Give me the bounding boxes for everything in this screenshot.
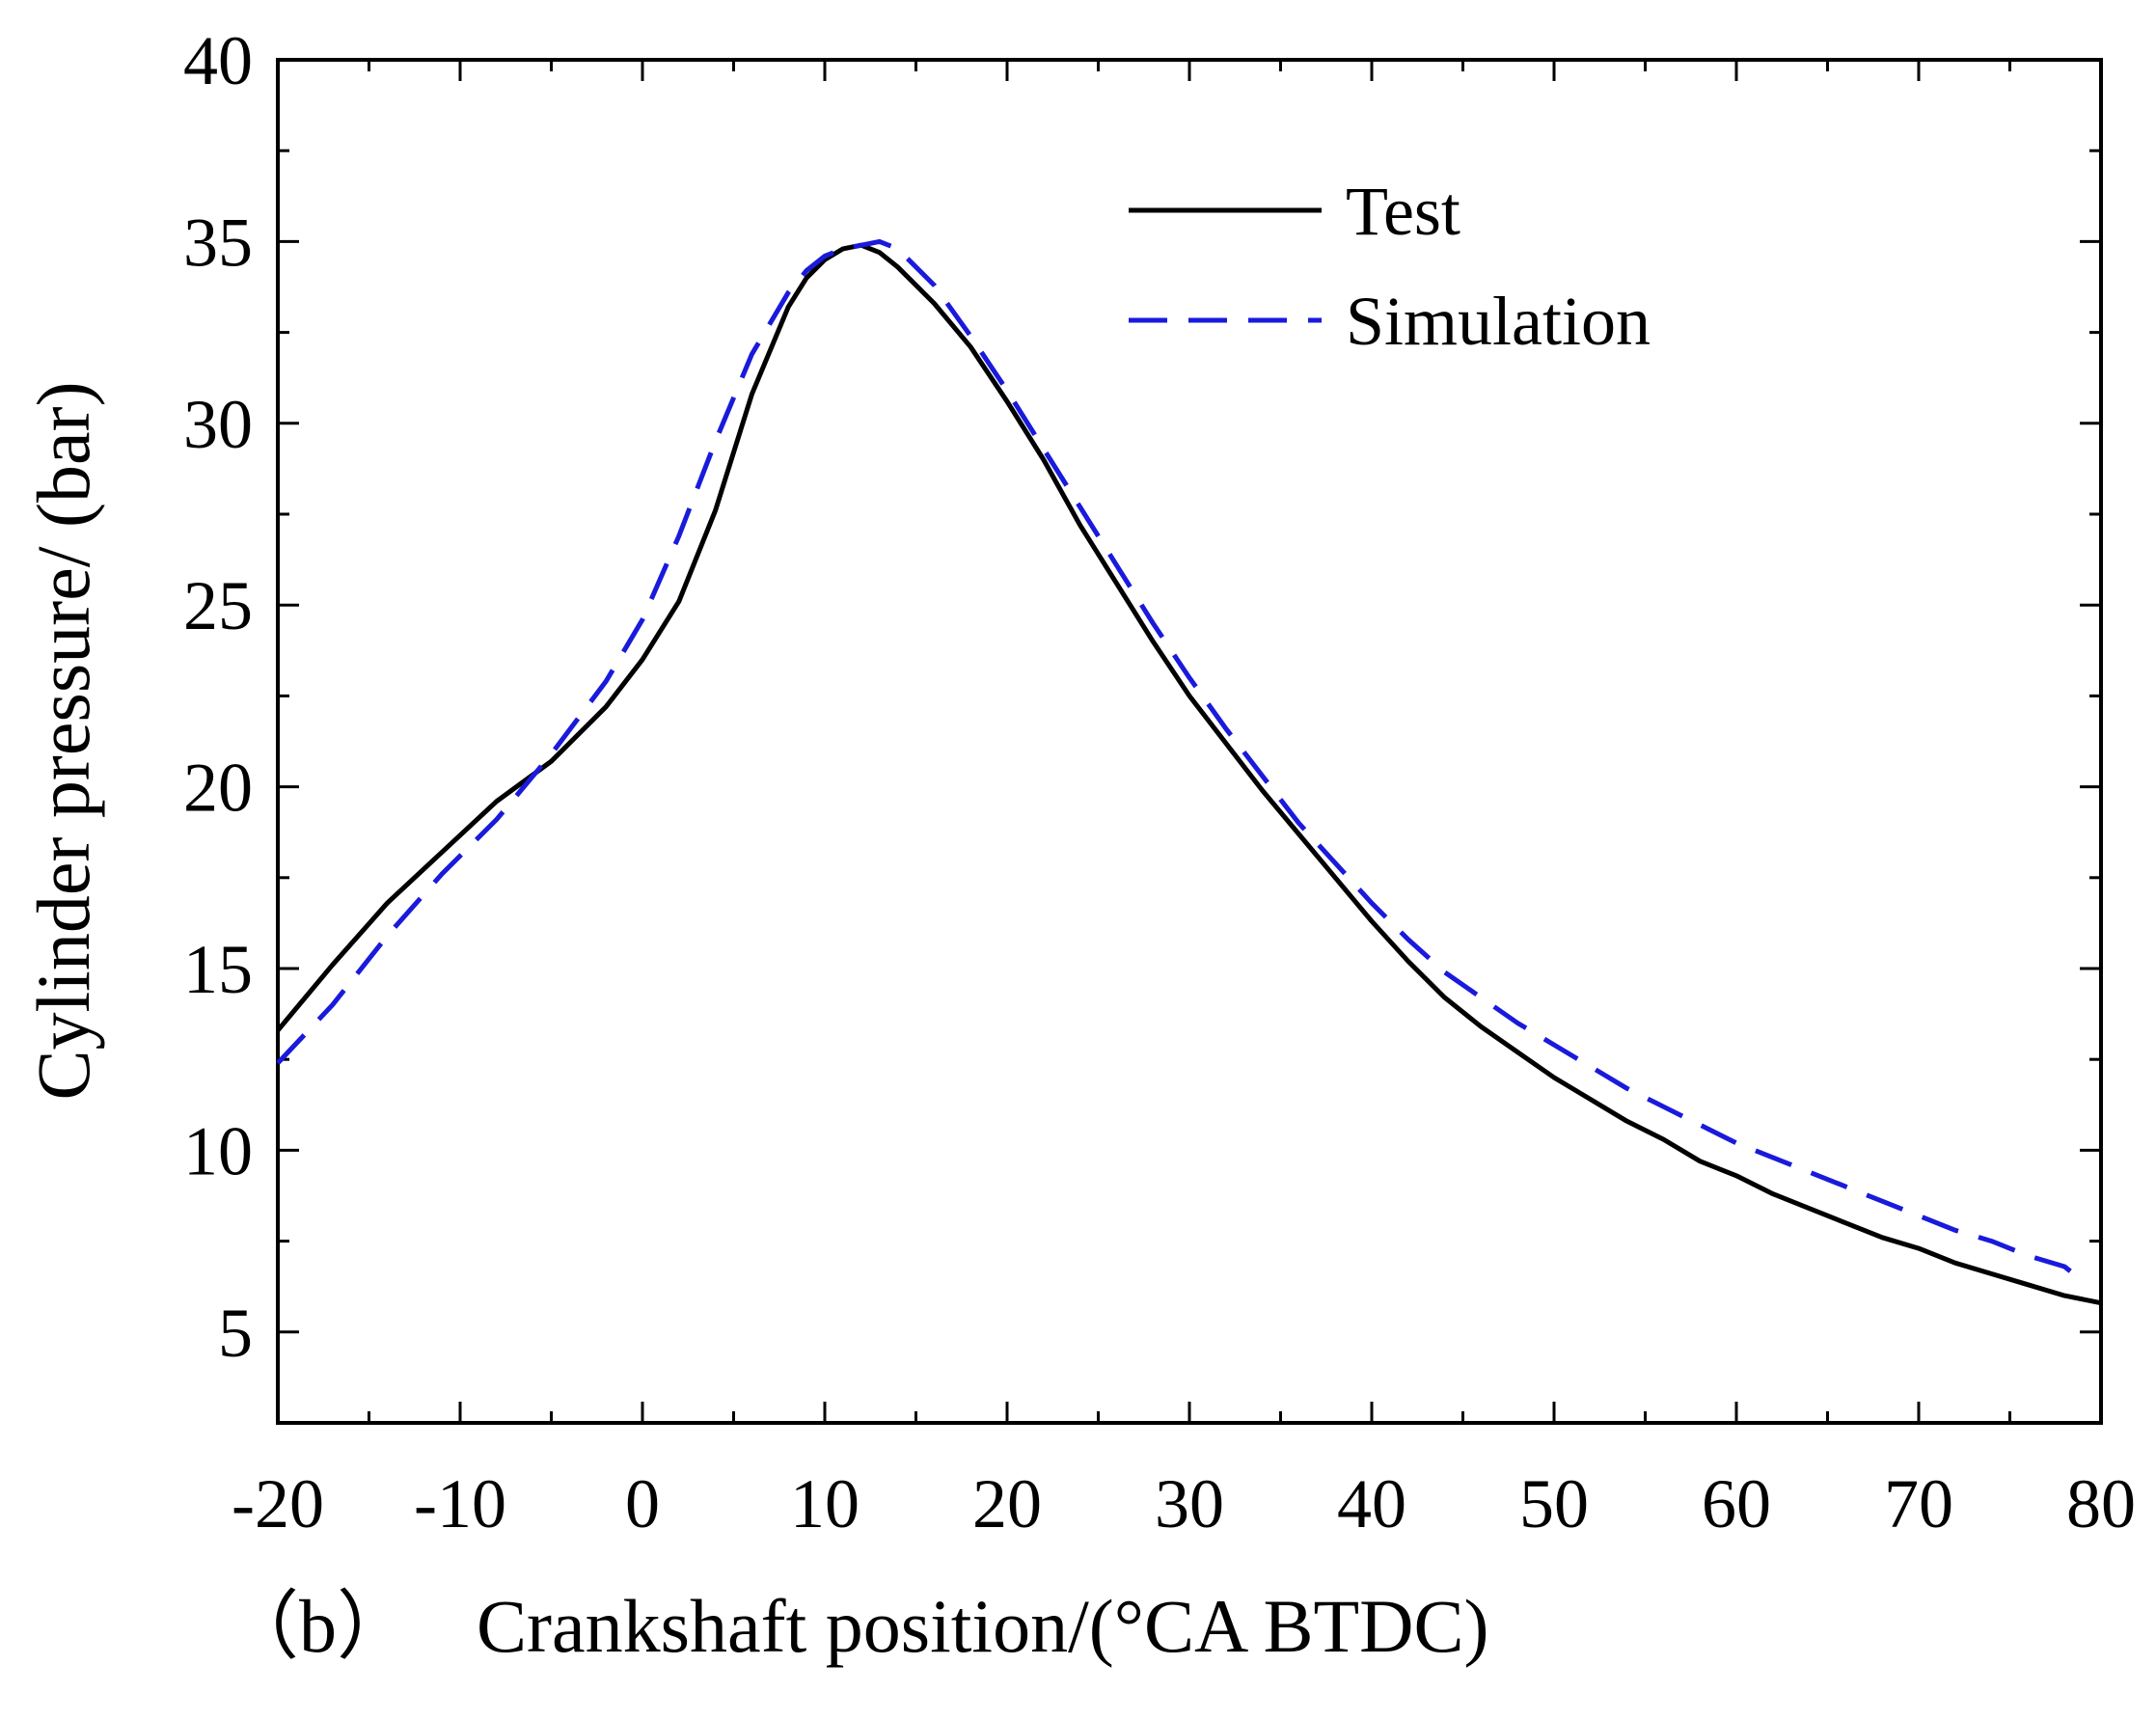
x-tick-label: 20 xyxy=(972,1465,1042,1543)
y-tick-label: 25 xyxy=(183,567,253,644)
y-tick-label: 30 xyxy=(183,386,253,463)
y-tick-label: 5 xyxy=(218,1295,253,1372)
y-tick-label: 35 xyxy=(183,204,253,281)
x-axis-title-panel-label: （b） xyxy=(224,1584,412,1668)
x-tick-label: 30 xyxy=(1155,1465,1224,1543)
axis-ticks xyxy=(276,58,2103,1423)
x-tick-label: 0 xyxy=(625,1465,660,1543)
plot-frame xyxy=(276,58,2103,1425)
data-series xyxy=(276,238,2102,1306)
x-tick-label: -10 xyxy=(414,1465,506,1543)
legend-simulation-label: Simulation xyxy=(1346,283,1651,360)
tick-labels: -20 -10 0 10 20 30 40 50 60 70 80 5 10 15 20 25 30 35 40 xyxy=(183,22,2136,1543)
y-tick-label: 40 xyxy=(183,22,253,99)
legend-test-label: Test xyxy=(1346,173,1460,250)
x-tick-label: -20 xyxy=(232,1465,324,1543)
y-tick-label: 20 xyxy=(183,750,253,827)
legend: Test Simulation xyxy=(1129,173,1651,360)
x-tick-label: 60 xyxy=(1702,1465,1771,1543)
x-tick-label: 80 xyxy=(2066,1465,2136,1543)
y-axis-title: Cylinder pressure/ (bar) xyxy=(21,381,105,1100)
y-tick-label: 10 xyxy=(183,1112,253,1189)
y-tick-label: 15 xyxy=(183,931,253,1008)
x-tick-label: 40 xyxy=(1337,1465,1406,1543)
series-line-simulation xyxy=(276,238,2085,1283)
x-tick-label: 50 xyxy=(1519,1465,1589,1543)
series-line-test xyxy=(276,242,2102,1306)
x-tick-label: 70 xyxy=(1884,1465,1953,1543)
x-axis-title: Crankshaft position/(°CA BTDC) xyxy=(477,1584,1489,1668)
x-tick-label: 10 xyxy=(790,1465,860,1543)
